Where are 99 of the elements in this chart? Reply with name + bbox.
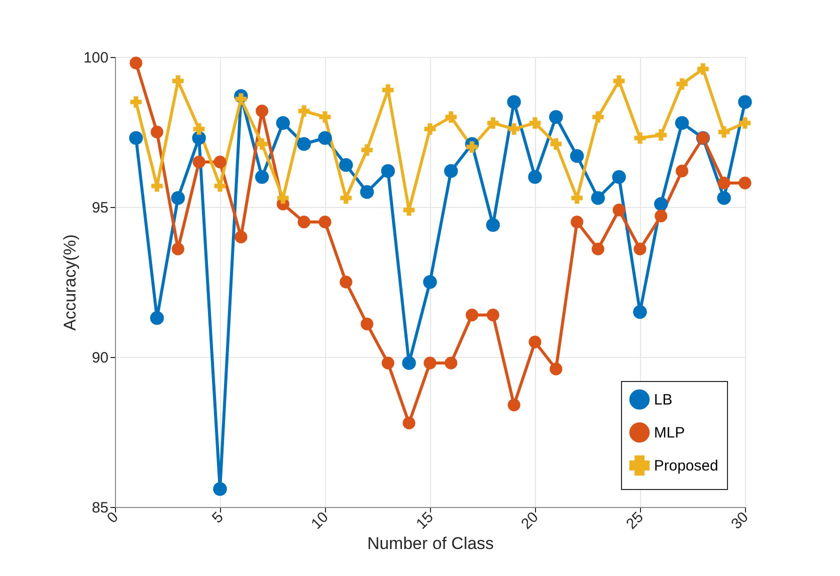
point [382, 356, 394, 370]
point [486, 308, 500, 322]
x-tick-label: 30 [728, 508, 752, 533]
point [277, 192, 289, 204]
y-tick-label: 100 [83, 50, 108, 66]
point [151, 180, 163, 192]
point [235, 93, 247, 105]
point [213, 482, 227, 496]
point [675, 116, 689, 130]
point [612, 204, 626, 216]
point [424, 356, 436, 370]
x-tick-label: 10 [308, 508, 332, 533]
point [507, 95, 521, 109]
point [130, 96, 142, 108]
point [318, 216, 332, 228]
x-tick-label: 25 [623, 508, 647, 533]
point [444, 164, 458, 178]
point [487, 117, 499, 129]
point [654, 197, 668, 211]
x-tick-label: 15 [413, 508, 437, 533]
point [214, 180, 226, 192]
point [360, 185, 374, 199]
point [592, 111, 604, 123]
x-axis-title: Number of Class [367, 534, 494, 553]
point [634, 242, 646, 256]
point [339, 158, 353, 172]
point [738, 176, 752, 190]
point [193, 123, 205, 135]
point [739, 117, 751, 129]
point [655, 129, 667, 141]
point [423, 275, 437, 289]
x-tick-label: 20 [518, 508, 542, 533]
point [591, 191, 605, 205]
point [718, 126, 730, 138]
point [298, 216, 310, 228]
y-tick-label: 85 [92, 500, 108, 516]
point [466, 308, 478, 322]
point [318, 131, 332, 145]
point [255, 170, 269, 184]
legend-label: Proposed [654, 458, 718, 474]
y-axis-title: Accuracy(%) [60, 234, 80, 331]
point [402, 356, 416, 370]
point [466, 141, 478, 153]
point [150, 126, 164, 138]
point [214, 156, 226, 168]
point [276, 116, 290, 130]
point [654, 210, 668, 222]
point [444, 356, 458, 370]
point [718, 176, 730, 190]
point [549, 110, 563, 124]
point [633, 305, 647, 319]
point [550, 138, 562, 150]
point [402, 416, 416, 430]
point [570, 216, 584, 228]
point [297, 137, 311, 151]
legend-label: MLP [654, 424, 685, 442]
point [234, 230, 248, 244]
point [738, 95, 752, 109]
point [319, 111, 331, 123]
point [550, 362, 562, 376]
y-tick-label: 90 [92, 350, 108, 366]
point [172, 242, 184, 256]
y-tick-label: 95 [92, 200, 108, 216]
point [256, 104, 268, 118]
point [150, 311, 164, 325]
legend-label: LB [654, 392, 672, 408]
point [717, 191, 731, 205]
x-tick-label: 5 [208, 508, 227, 527]
point [570, 149, 584, 163]
point [424, 123, 436, 135]
point [382, 84, 394, 96]
point [676, 78, 688, 90]
point [528, 170, 542, 184]
point [360, 318, 374, 330]
point [592, 242, 604, 256]
point [613, 75, 625, 87]
point [445, 111, 457, 123]
point [676, 164, 688, 178]
point [508, 123, 520, 135]
point [298, 105, 310, 117]
point [361, 144, 373, 156]
point [634, 132, 646, 144]
point [381, 164, 395, 178]
point [528, 336, 542, 348]
point [129, 131, 143, 145]
point [130, 56, 142, 70]
point [172, 75, 184, 87]
point [529, 117, 541, 129]
point [340, 192, 352, 204]
point [697, 63, 709, 75]
point [612, 170, 626, 184]
point [571, 192, 583, 204]
point [192, 156, 206, 168]
point [340, 276, 352, 288]
point [256, 138, 268, 150]
point [486, 218, 500, 232]
point [171, 191, 185, 205]
point [403, 204, 415, 216]
point [508, 398, 520, 412]
